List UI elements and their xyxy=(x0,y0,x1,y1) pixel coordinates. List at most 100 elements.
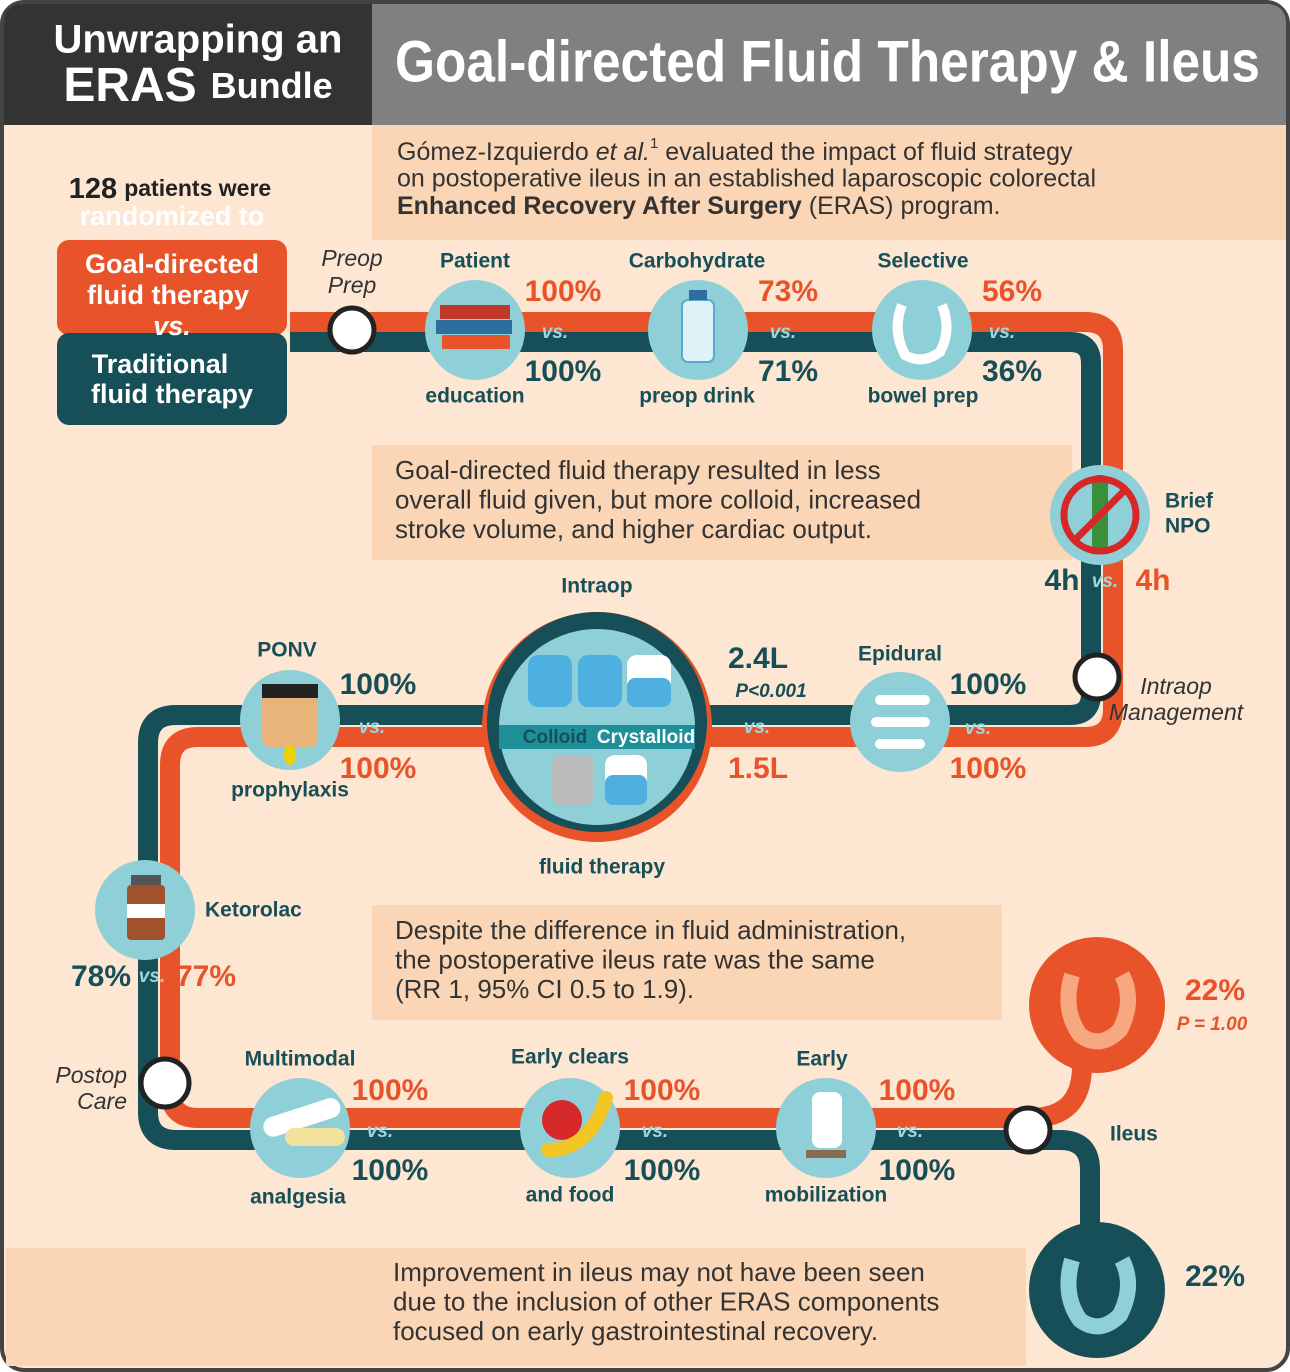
intro-text: (ERAS) program. xyxy=(809,192,1001,220)
component-label: fluid therapy xyxy=(539,856,665,879)
finding-text: stroke volume, and higher cardiac output… xyxy=(395,514,872,544)
header-eras: ERAS xyxy=(63,59,196,112)
goal-value: 100% xyxy=(879,1074,956,1107)
finding-text: Despite the difference in fluid administ… xyxy=(395,915,906,945)
intro-text: evaluated the impact of fluid strategy xyxy=(665,138,1073,166)
intro-ref: 1 xyxy=(650,135,658,152)
vs-label: vs. xyxy=(897,1121,923,1142)
goal-value: 4h xyxy=(1135,564,1170,597)
intro-etal: et al. xyxy=(596,138,650,166)
component-label: Intraop xyxy=(561,575,632,598)
p-value: P<0.001 xyxy=(735,681,806,702)
ileus-traditional-circle xyxy=(1029,1222,1165,1358)
arm-label: Traditional xyxy=(92,349,229,379)
traditional-value: 22% xyxy=(1185,1260,1245,1293)
station xyxy=(1075,655,1119,699)
component-label: Early xyxy=(796,1048,848,1071)
goal-value: 100% xyxy=(340,752,417,785)
component-label: Early clears xyxy=(511,1046,629,1069)
vs-label: vs. xyxy=(359,717,385,738)
count: 128 xyxy=(69,173,117,205)
component-label: NPO xyxy=(1165,515,1211,538)
finding-text: the postoperative ileus rate was the sam… xyxy=(395,944,875,974)
finding-text: overall fluid given, but more colloid, i… xyxy=(395,484,921,514)
goal-value: 56% xyxy=(982,275,1042,308)
arm-vs: vs. xyxy=(153,311,191,341)
intro-bold: Enhanced Recovery After Surgery xyxy=(397,192,802,220)
header-title: Goal-directed Fluid Therapy & Ileus xyxy=(395,29,1260,94)
component-label: PONV xyxy=(257,639,317,662)
component-label: Brief xyxy=(1165,490,1214,513)
vs-label: vs. xyxy=(965,718,991,739)
component-label: prophylaxis xyxy=(231,779,349,802)
infographic: Unwrapping anERAS Bundle Goal-directed Flu… xyxy=(0,0,1290,1372)
vs-label: vs. xyxy=(1092,571,1118,592)
finding-text: focused on early gastrointestinal recove… xyxy=(393,1316,878,1346)
stage-label: Ileus xyxy=(1110,1123,1158,1146)
vs-label: vs. xyxy=(744,717,770,738)
component-label: mobilization xyxy=(765,1184,888,1207)
goal-value: 100% xyxy=(525,275,602,308)
randomized-text: randomized to xyxy=(80,201,265,231)
traditional-value: 100% xyxy=(879,1154,956,1187)
goal-value: 100% xyxy=(624,1074,701,1107)
bag-label: Colloid xyxy=(523,727,587,748)
finding-text: Goal-directed fluid therapy resulted in … xyxy=(395,455,881,485)
stage-label: Intraop xyxy=(1140,673,1212,699)
header-kicker: Unwrapping an xyxy=(54,18,343,62)
component-label: Epidural xyxy=(858,643,942,666)
randomized-text: patients were xyxy=(124,175,271,201)
vs-label: vs. xyxy=(989,322,1015,343)
traditional-value: 4h xyxy=(1044,564,1079,597)
finding-text: (RR 1, 95% CI 0.5 to 1.9). xyxy=(395,974,694,1004)
component-label: Carbohydrate xyxy=(629,250,766,273)
component-label: Selective xyxy=(877,250,968,273)
goal-value: 22% xyxy=(1185,974,1245,1007)
finding-text: Improvement in ileus may not have been s… xyxy=(393,1257,925,1287)
station xyxy=(141,1059,189,1107)
component-label: education xyxy=(425,385,524,408)
traditional-value: 2.4L xyxy=(728,642,788,675)
traditional-value: 36% xyxy=(982,355,1042,388)
component-label: and food xyxy=(526,1184,615,1207)
component-label: preop drink xyxy=(639,385,755,408)
goal-value: 1.5L xyxy=(728,752,788,785)
traditional-value: 78% xyxy=(71,960,131,993)
traditional-value: 100% xyxy=(525,355,602,388)
goal-value: 77% xyxy=(176,960,236,993)
component-label: bowel prep xyxy=(868,385,979,408)
goal-value: 100% xyxy=(950,752,1027,785)
traditional-value: 71% xyxy=(758,355,818,388)
component-label: Patient xyxy=(440,250,510,273)
station xyxy=(1006,1108,1050,1152)
goal-value: 73% xyxy=(758,275,818,308)
stage-label: Management xyxy=(1109,699,1245,725)
stage-label: Preop xyxy=(321,245,383,271)
traditional-value: 100% xyxy=(624,1154,701,1187)
finding-text: due to the inclusion of other ERAS compo… xyxy=(393,1286,939,1316)
intro-line: on postoperative ileus in an established… xyxy=(397,165,1096,193)
icon-circle xyxy=(872,280,972,380)
vs-label: vs. xyxy=(542,322,568,343)
arm-label: fluid therapy xyxy=(91,379,253,409)
component-label: Multimodal xyxy=(245,1048,356,1071)
component-label: analgesia xyxy=(250,1186,346,1209)
component-label: Ketorolac xyxy=(205,899,302,922)
arm-label: Goal-directed xyxy=(85,249,259,279)
intro-author: Gómez-Izquierdo xyxy=(397,138,589,166)
vs-label: vs. xyxy=(139,966,165,987)
stage-label: Postop xyxy=(55,1062,127,1088)
intro-line: Enhanced Recovery After Surgery(ERAS) pr… xyxy=(397,192,1001,220)
arm-label: fluid therapy xyxy=(87,280,249,310)
traditional-value: 100% xyxy=(950,668,1027,701)
traditional-value: 100% xyxy=(352,1154,429,1187)
p-value: P = 1.00 xyxy=(1177,1014,1248,1035)
station xyxy=(330,308,374,352)
stage-label: Care xyxy=(77,1088,127,1114)
vs-label: vs. xyxy=(770,322,796,343)
traditional-value: 100% xyxy=(340,668,417,701)
vs-label: vs. xyxy=(642,1121,668,1142)
randomized: 128 patients were xyxy=(69,173,271,205)
header-bundle: Bundle xyxy=(211,65,333,106)
